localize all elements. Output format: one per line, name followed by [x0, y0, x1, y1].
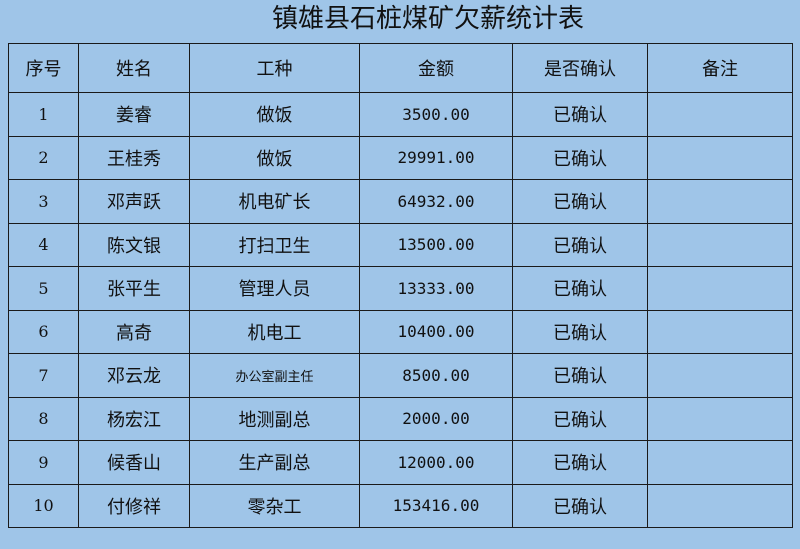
cell-name: 候香山: [78, 440, 190, 485]
cell-note: [647, 483, 793, 528]
cell-no: 7: [8, 353, 79, 398]
cell-name: 姜睿: [78, 92, 190, 137]
cell-amount: 13500.00: [359, 222, 513, 267]
header-amount: 金额: [359, 43, 513, 93]
cell-confirmed: 已确认: [512, 440, 648, 485]
cell-note: [647, 440, 793, 485]
cell-job: 管理人员: [189, 266, 360, 311]
cell-no: 10: [8, 483, 79, 528]
cell-job: 打扫卫生: [189, 222, 360, 267]
cell-no: 5: [8, 266, 79, 311]
cell-job: 生产副总: [189, 440, 360, 485]
cell-no: 9: [8, 440, 79, 485]
cell-no: 4: [8, 222, 79, 267]
cell-amount: 64932.00: [359, 179, 513, 224]
cell-amount: 12000.00: [359, 440, 513, 485]
cell-note: [647, 222, 793, 267]
cell-name: 邓云龙: [78, 353, 190, 398]
cell-name: 王桂秀: [78, 135, 190, 180]
table-row: 5 张平生 管理人员 13333.00 已确认: [8, 266, 793, 311]
cell-note: [647, 309, 793, 354]
cell-job: 地测副总: [189, 396, 360, 441]
cell-no: 3: [8, 179, 79, 224]
cell-note: [647, 92, 793, 137]
cell-name: 陈文银: [78, 222, 190, 267]
cell-confirmed: 已确认: [512, 179, 648, 224]
cell-note: [647, 396, 793, 441]
wage-table: 序号 姓名 工种 金额 是否确认 备注 1 姜睿 做饭 3500.00 已确认 2 王桂秀做…: [8, 43, 793, 528]
cell-name: 邓声跃: [78, 179, 190, 224]
cell-confirmed: 已确认: [512, 222, 648, 267]
cell-amount: 10400.00: [359, 309, 513, 354]
cell-note: [647, 353, 793, 398]
cell-confirmed: 已确认: [512, 353, 648, 398]
cell-name: 付修祥: [78, 483, 190, 528]
table-row: 3 邓声跃 机电矿长 64932.00 已确认: [8, 179, 793, 224]
table-row: 7 邓云龙 办公室副主任 8500.00 已确认: [8, 353, 793, 398]
cell-job: 做饭: [189, 92, 360, 137]
cell-amount: 13333.00: [359, 266, 513, 311]
cell-job: 零杂工: [189, 483, 360, 528]
cell-no: 1: [8, 92, 79, 137]
cell-no: 6: [8, 309, 79, 354]
cell-confirmed: 已确认: [512, 483, 648, 528]
table-row: 1 姜睿 做饭 3500.00 已确认: [8, 92, 793, 137]
table-row: 8 杨宏江 地测副总 2000.00 已确认: [8, 396, 793, 441]
cell-confirmed: 已确认: [512, 92, 648, 137]
cell-note: [647, 135, 793, 180]
header-confirmed: 是否确认: [512, 43, 648, 93]
header-no: 序号: [8, 43, 79, 93]
cell-amount: 8500.00: [359, 353, 513, 398]
cell-name: 张平生: [78, 266, 190, 311]
header-job: 工种: [189, 43, 360, 93]
cell-no: 2: [8, 135, 79, 180]
table-row: 6 高奇 机电工 10400.00 已确认: [8, 309, 793, 354]
cell-job: 机电工: [189, 309, 360, 354]
cell-name: 杨宏江: [78, 396, 190, 441]
table-row: 4 陈文银 打扫卫生 13500.00 已确认: [8, 222, 793, 267]
table-row: 10 付修祥 零杂工 153416.00 已确认: [8, 483, 793, 528]
cell-confirmed: 已确认: [512, 396, 648, 441]
page-title: 镇雄县石桩煤矿欠薪统计表: [271, 4, 584, 34]
cell-amount: 153416.00: [359, 483, 513, 528]
cell-job: 办公室副主任: [189, 353, 360, 398]
cell-confirmed: 已确认: [512, 309, 648, 354]
cell-name: 高奇: [78, 309, 190, 354]
header-row: 序号 姓名 工种 金额 是否确认 备注: [8, 43, 793, 93]
cell-confirmed: 已确认: [512, 266, 648, 311]
cell-amount: 2000.00: [359, 396, 513, 441]
cell-job: 机电矿长: [189, 179, 360, 224]
header-name: 姓名: [78, 43, 190, 93]
cell-amount: 3500.00: [359, 92, 513, 137]
cell-no: 8: [8, 396, 79, 441]
header-note: 备注: [647, 43, 793, 93]
cell-job: 做饭: [189, 135, 360, 180]
cell-confirmed: 已确认: [512, 135, 648, 180]
cell-amount: 29991.00: [359, 135, 513, 180]
cell-note: [647, 179, 793, 224]
cell-note: [647, 266, 793, 311]
table-row: 2 王桂秀 做饭 29991.00 已确认: [8, 135, 793, 180]
table-row: 9 候香山 生产副总 12000.00 已确认: [8, 440, 793, 485]
